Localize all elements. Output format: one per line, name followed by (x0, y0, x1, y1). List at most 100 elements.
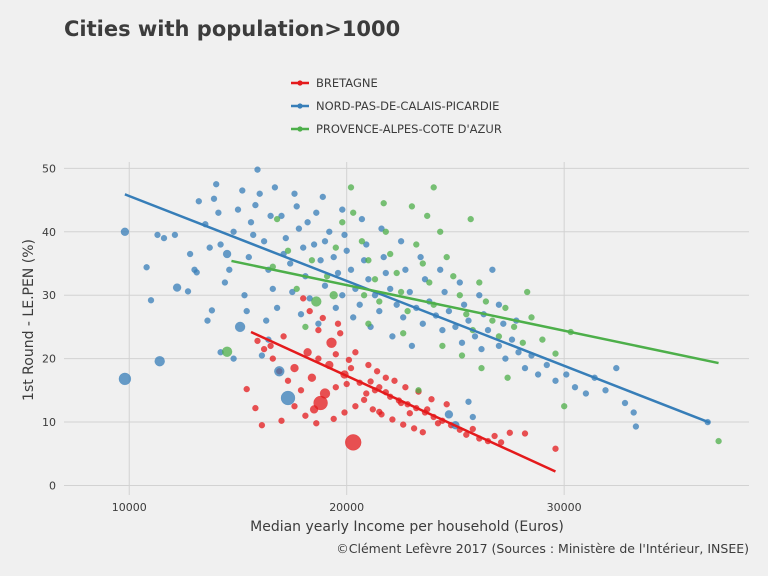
data-point (208, 307, 216, 314)
data-point (347, 266, 355, 274)
data-point (443, 401, 450, 408)
data-point (210, 195, 218, 203)
data-point (258, 352, 266, 359)
data-point (408, 203, 416, 210)
data-point (630, 409, 637, 416)
data-point (273, 304, 281, 312)
data-point (284, 377, 292, 385)
data-point (397, 288, 405, 296)
y-tick-label: 50 (42, 162, 56, 175)
data-point (344, 434, 362, 451)
data-point (204, 317, 211, 324)
data-point (715, 437, 722, 445)
data-point (332, 350, 340, 358)
data-point (419, 320, 427, 327)
data-point (284, 247, 292, 255)
data-point (519, 339, 527, 347)
data-point (278, 212, 285, 220)
data-point (303, 348, 312, 357)
data-point (502, 304, 509, 312)
data-point (478, 345, 485, 353)
data-point (515, 349, 522, 356)
data-point (326, 337, 337, 349)
data-point (313, 395, 328, 411)
data-point (120, 227, 130, 237)
data-point (426, 279, 433, 286)
series-points (243, 295, 559, 452)
data-point (339, 219, 346, 226)
data-point (399, 330, 407, 337)
data-point (349, 314, 357, 321)
data-point (295, 225, 303, 232)
data-point (243, 385, 250, 393)
data-point (582, 390, 590, 397)
data-point (160, 234, 168, 242)
data-point (378, 225, 385, 232)
data-point (463, 310, 470, 318)
data-point (421, 276, 429, 283)
data-point (321, 282, 329, 289)
data-point (369, 406, 377, 413)
legend-swatch-point (297, 103, 303, 109)
data-point (252, 404, 259, 412)
data-point (339, 206, 346, 213)
data-point (313, 420, 320, 427)
data-point (613, 364, 620, 372)
gridlines (64, 162, 749, 495)
data-point (465, 398, 472, 406)
data-point (508, 336, 516, 343)
data-point (539, 336, 546, 343)
data-point (230, 228, 237, 236)
data-point (510, 323, 518, 331)
data-point (506, 429, 514, 437)
data-point (147, 297, 155, 304)
series-points (118, 166, 711, 430)
chart-title: Cities with population>1000 (64, 17, 400, 41)
data-point (280, 333, 287, 340)
data-point (143, 264, 150, 271)
data-point (406, 409, 414, 417)
data-point (563, 371, 570, 378)
data-point (415, 387, 422, 394)
data-point (439, 326, 446, 334)
data-point (184, 288, 192, 295)
data-point (356, 301, 363, 308)
data-point (528, 314, 535, 321)
x-tick-label: 30000 (547, 501, 582, 514)
data-point (332, 304, 340, 312)
data-point (345, 356, 353, 364)
data-point (443, 253, 450, 261)
legend-label: BRETAGNE (316, 76, 378, 90)
data-point (467, 215, 474, 223)
y-tick-label: 0 (49, 479, 56, 492)
x-tick-label: 20000 (329, 501, 364, 514)
data-point (371, 276, 379, 283)
data-point (428, 395, 435, 403)
tick-labels: 0 10 20 30 40 50 10000 20000 30000 (42, 162, 582, 514)
data-point (321, 238, 329, 245)
data-point (408, 342, 416, 350)
data-point (311, 296, 322, 307)
data-point (215, 209, 222, 216)
data-point (247, 219, 255, 226)
data-point (445, 307, 453, 315)
data-point (386, 250, 394, 258)
data-point (302, 412, 309, 419)
data-point (226, 266, 233, 274)
data-point (241, 291, 248, 299)
data-point (243, 307, 250, 315)
data-point (560, 402, 568, 410)
data-point (365, 276, 372, 283)
data-point (341, 409, 348, 416)
data-point (458, 339, 466, 347)
legend: BRETAGNE NORD-PAS-DE-CALAIS-PICARDIE PROVE… (291, 76, 502, 136)
data-point (358, 238, 366, 245)
data-point (534, 371, 542, 378)
data-point (365, 361, 372, 369)
data-point (341, 231, 348, 239)
data-point (291, 402, 298, 410)
data-point (352, 402, 359, 410)
data-point (489, 317, 496, 324)
y-axis-title: 1st Round - LE.PEN (%) (21, 239, 37, 401)
data-point (267, 342, 274, 350)
